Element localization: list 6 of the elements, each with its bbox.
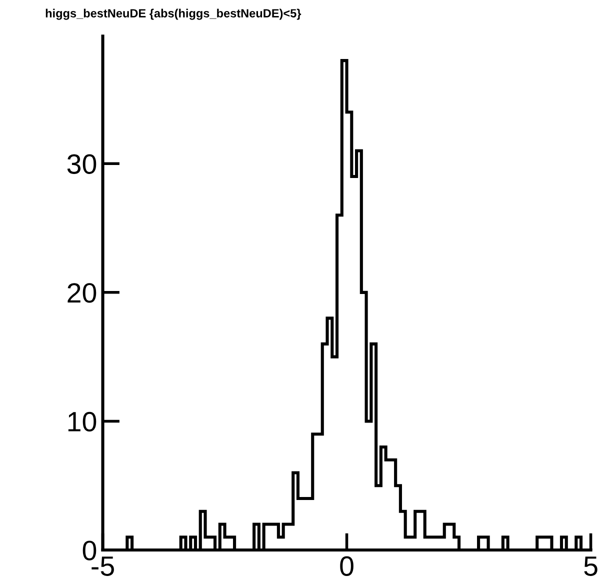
x-tick-label: 0 — [340, 556, 354, 576]
y-tick-label: 30 — [67, 154, 96, 174]
y-tick-label: 10 — [68, 412, 96, 432]
x-tick-label: 5 — [584, 556, 598, 576]
y-tick-label: 20 — [68, 283, 96, 303]
chart-title: higgs_bestNeuDE {abs(higgs_bestNeuDE)<5} — [46, 8, 302, 20]
